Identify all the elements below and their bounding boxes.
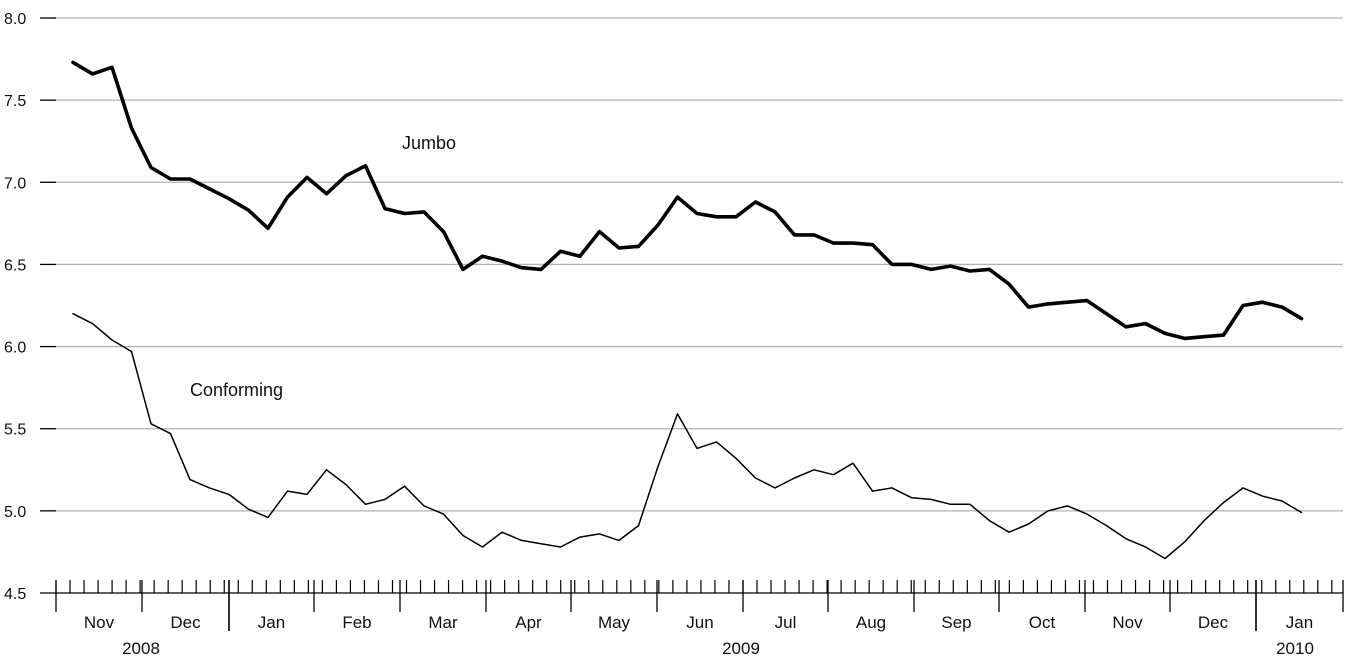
series-line-conforming: [72, 312, 1303, 560]
series-label-conforming: Conforming: [190, 380, 283, 400]
year-label: 2008: [122, 639, 160, 658]
month-label: Nov: [1112, 613, 1143, 632]
y-tick-label: 8.0: [4, 11, 26, 28]
y-axis: 8.0 7.5 7.0 6.5 6.0 5.5 5.0 4.5: [4, 11, 56, 603]
y-tick-label: 5.0: [4, 504, 26, 521]
month-label: Oct: [1029, 613, 1056, 632]
y-tick-label: 7.5: [4, 93, 26, 110]
series-label-jumbo: Jumbo: [402, 133, 456, 153]
month-label: Jan: [1286, 613, 1313, 632]
year-label: 2010: [1276, 639, 1314, 658]
month-label: Aug: [856, 613, 886, 632]
month-label: Nov: [84, 613, 115, 632]
month-label: Apr: [515, 613, 542, 632]
month-label: Jun: [686, 613, 713, 632]
month-label: Feb: [342, 613, 371, 632]
series-line-jumbo: [71, 60, 1304, 341]
month-label: Jan: [258, 613, 285, 632]
grid-lines: [52, 17, 1343, 512]
y-tick-label: 6.0: [4, 340, 26, 357]
month-label: Mar: [428, 613, 458, 632]
y-tick-label: 6.5: [4, 257, 26, 274]
month-label: Jul: [775, 613, 797, 632]
y-tick-label: 4.5: [4, 586, 26, 603]
year-label: 2009: [722, 639, 760, 658]
month-label: May: [598, 613, 631, 632]
month-label: Dec: [170, 613, 201, 632]
month-label: Dec: [1198, 613, 1229, 632]
series-lines: [71, 60, 1304, 560]
month-label: Sep: [941, 613, 971, 632]
y-tick-label: 5.5: [4, 422, 26, 439]
x-axis: Nov Dec Jan Feb Mar Apr May Jun Jul Aug Sep Oct Nov D…: [40, 580, 1344, 658]
y-tick-label: 7.0: [4, 175, 26, 192]
